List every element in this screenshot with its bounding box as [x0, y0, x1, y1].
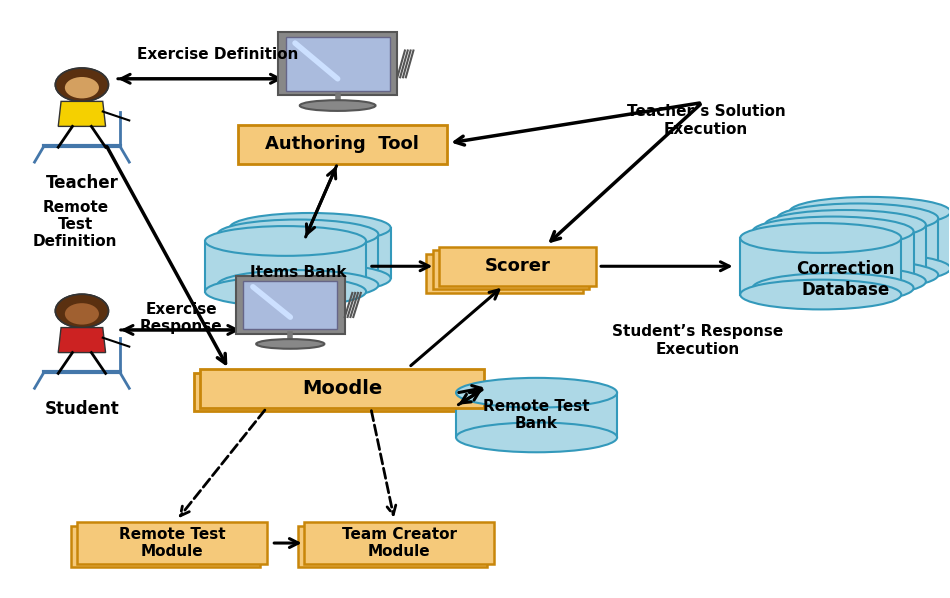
FancyBboxPatch shape [298, 526, 487, 568]
FancyBboxPatch shape [77, 522, 267, 564]
FancyBboxPatch shape [440, 247, 596, 286]
Polygon shape [58, 102, 105, 126]
FancyBboxPatch shape [200, 369, 485, 408]
FancyBboxPatch shape [286, 37, 390, 91]
Polygon shape [205, 241, 366, 292]
Ellipse shape [205, 277, 366, 306]
Polygon shape [765, 225, 926, 282]
Ellipse shape [789, 197, 950, 227]
FancyBboxPatch shape [433, 251, 589, 289]
Polygon shape [230, 228, 390, 279]
Ellipse shape [777, 203, 939, 233]
Polygon shape [752, 231, 914, 288]
Ellipse shape [230, 213, 390, 243]
Circle shape [55, 294, 108, 328]
Ellipse shape [300, 100, 375, 111]
Text: Scorer: Scorer [484, 257, 551, 275]
Polygon shape [789, 212, 950, 269]
Text: Correction
Database: Correction Database [796, 260, 895, 299]
Text: Authoring  Tool: Authoring Tool [265, 135, 419, 153]
Text: Remote Test
Module: Remote Test Module [119, 527, 225, 559]
Ellipse shape [205, 226, 366, 256]
FancyBboxPatch shape [70, 526, 260, 568]
Ellipse shape [765, 267, 926, 297]
Circle shape [55, 68, 108, 102]
Circle shape [55, 294, 108, 328]
Ellipse shape [752, 273, 914, 303]
Ellipse shape [456, 423, 618, 452]
Ellipse shape [740, 280, 902, 309]
Text: Team Creator
Module: Team Creator Module [342, 527, 457, 559]
Text: Teacher: Teacher [46, 174, 119, 192]
Ellipse shape [789, 254, 950, 283]
Ellipse shape [456, 378, 618, 408]
Ellipse shape [218, 270, 378, 300]
Ellipse shape [218, 219, 378, 249]
Text: Exercise Definition: Exercise Definition [137, 47, 298, 62]
FancyBboxPatch shape [305, 522, 494, 564]
Circle shape [55, 68, 108, 102]
Ellipse shape [230, 264, 390, 294]
Ellipse shape [740, 223, 902, 253]
FancyBboxPatch shape [236, 276, 345, 334]
Ellipse shape [752, 216, 914, 246]
Text: Moodle: Moodle [302, 379, 383, 398]
Text: Exercise
Response: Exercise Response [140, 302, 222, 334]
Ellipse shape [777, 260, 939, 290]
Ellipse shape [256, 339, 324, 349]
FancyBboxPatch shape [278, 32, 397, 96]
Text: Remote Test
Bank: Remote Test Bank [484, 399, 590, 431]
FancyBboxPatch shape [427, 254, 582, 293]
Text: Remote
Test
Definition: Remote Test Definition [33, 200, 118, 249]
Text: Student’s Response
Execution: Student’s Response Execution [613, 325, 784, 357]
FancyBboxPatch shape [238, 125, 446, 164]
Ellipse shape [765, 210, 926, 240]
Polygon shape [740, 238, 902, 295]
FancyBboxPatch shape [194, 373, 478, 411]
Circle shape [65, 303, 99, 325]
Circle shape [65, 77, 99, 99]
Text: Teacher’s Solution
Execution: Teacher’s Solution Execution [627, 104, 786, 136]
Polygon shape [218, 234, 378, 285]
Text: Student: Student [45, 400, 120, 418]
Polygon shape [58, 328, 105, 353]
Polygon shape [777, 218, 939, 275]
FancyBboxPatch shape [243, 281, 337, 329]
Polygon shape [456, 393, 618, 437]
Text: Items Bank: Items Bank [250, 266, 346, 280]
